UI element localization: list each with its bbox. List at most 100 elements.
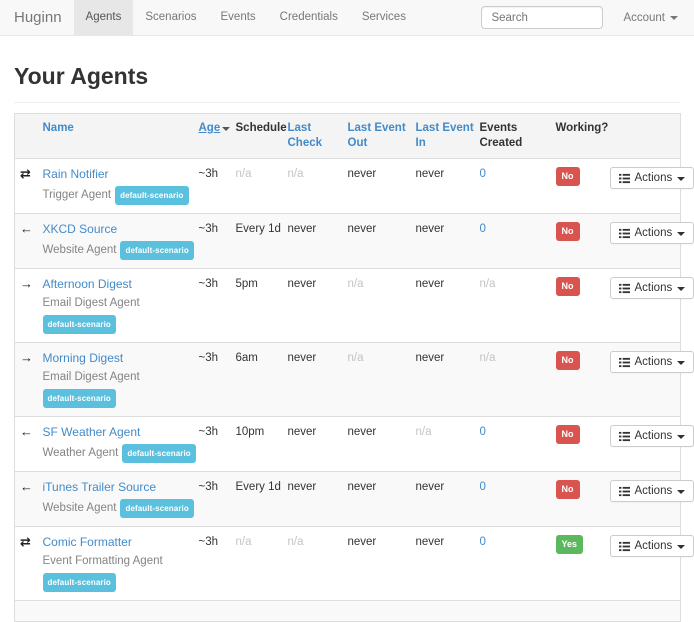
actions-button[interactable]: Actions [610, 425, 694, 447]
agent-name-link[interactable]: SF Weather Agent [43, 425, 141, 439]
last-event-out-cell: n/a [346, 343, 414, 417]
actions-label: Actions [635, 430, 673, 442]
working-badge: No [556, 222, 580, 241]
column-header-name[interactable]: Name [41, 114, 197, 159]
scenario-badge[interactable]: default-scenario [115, 186, 188, 205]
working-badge: Yes [556, 535, 584, 554]
last-event-in-cell: never [414, 159, 478, 214]
actions-button[interactable]: Actions [610, 480, 694, 502]
brand-huginn[interactable]: Huginn [14, 0, 62, 35]
working-badge: No [556, 167, 580, 186]
agent-type-label: Weather Agent [43, 446, 119, 461]
last-event-in-cell: never [414, 472, 478, 527]
chevron-down-icon [677, 232, 685, 236]
chevron-down-icon [677, 177, 685, 181]
sort-desc-icon [222, 127, 230, 131]
actions-label: Actions [635, 172, 673, 184]
column-header-direction [15, 114, 41, 159]
agent-name-cell: Comic Formatter Event Formatting Agent def… [41, 527, 197, 601]
actions-button[interactable]: Actions [610, 535, 694, 557]
last-check-cell: never [286, 269, 346, 343]
column-header-last-check[interactable]: Last Check [286, 114, 346, 159]
working-cell: No [554, 214, 608, 269]
working-badge: No [556, 425, 580, 444]
events-created-cell-link[interactable]: 0 [480, 426, 486, 438]
working-cell: No [554, 472, 608, 527]
last-event-out-cell: never [346, 472, 414, 527]
events-created-cell-link[interactable]: 0 [480, 223, 486, 235]
schedule-cell: Every 1d [234, 214, 286, 269]
agent-name-link[interactable]: XKCD Source [43, 222, 118, 236]
list-icon [619, 173, 630, 184]
scenario-badge[interactable]: default-scenario [122, 444, 195, 463]
last-event-in-cell: never [414, 527, 478, 601]
working-badge: No [556, 351, 580, 370]
working-cell: No [554, 269, 608, 343]
working-cell: No [554, 343, 608, 417]
actions-button[interactable]: Actions [610, 277, 694, 299]
chevron-down-icon [677, 361, 685, 365]
nav-item-scenarios[interactable]: Scenarios [133, 0, 208, 35]
last-check-cell: n/a [286, 527, 346, 601]
last-event-in-cell: never [414, 269, 478, 343]
nav-item-services[interactable]: Services [350, 0, 418, 35]
column-header-age[interactable]: Age [197, 114, 234, 159]
actions-button[interactable]: Actions [610, 351, 694, 373]
actions-label: Actions [635, 485, 673, 497]
age-cell: ~3h [197, 343, 234, 417]
events-created-cell-link[interactable]: 0 [480, 536, 486, 548]
agent-name-link[interactable]: Afternoon Digest [43, 277, 132, 291]
arrow-left-icon: ← [20, 221, 33, 236]
column-header-last-event-in[interactable]: Last Event In [414, 114, 478, 159]
list-icon [619, 228, 630, 239]
last-event-in-cell: never [414, 214, 478, 269]
agent-name-link[interactable]: Comic Formatter [43, 535, 132, 549]
nav-item-credentials[interactable]: Credentials [268, 0, 350, 35]
events-created-cell-link[interactable]: 0 [480, 168, 486, 180]
chevron-down-icon [677, 287, 685, 291]
account-menu[interactable]: Account [623, 12, 678, 24]
actions-button[interactable]: Actions [610, 222, 694, 244]
scenario-badge[interactable]: default-scenario [43, 573, 116, 592]
agent-type-label: Trigger Agent [43, 188, 112, 203]
search-input[interactable] [481, 6, 603, 29]
agent-name-link[interactable]: iTunes Trailer Source [43, 480, 157, 494]
age-cell: ~3h [197, 214, 234, 269]
scenario-badge[interactable]: default-scenario [43, 315, 116, 334]
last-check-cell: never [286, 214, 346, 269]
agent-type-label: Event Formatting Agent [43, 554, 163, 569]
nav-item-events[interactable]: Events [209, 0, 268, 35]
nav-item-agents[interactable]: Agents [74, 0, 134, 35]
scenario-badge[interactable]: default-scenario [43, 389, 116, 408]
transfer-icon: ⇄ [20, 166, 31, 181]
agent-name-link[interactable]: Morning Digest [43, 351, 124, 365]
navbar-right: Account [481, 0, 694, 35]
chevron-down-icon [677, 490, 685, 494]
events-created-cell-link[interactable]: 0 [480, 481, 486, 493]
column-header-last-event-out[interactable]: Last Event Out [346, 114, 414, 159]
scenario-badge[interactable]: default-scenario [120, 241, 193, 260]
last-event-out-cell: n/a [346, 269, 414, 343]
age-cell: ~3h [197, 417, 234, 472]
schedule-cell: n/a [234, 527, 286, 601]
chevron-down-icon [670, 16, 678, 20]
agent-type-label: Website Agent [43, 243, 117, 258]
account-label: Account [623, 12, 665, 24]
agent-type-label: Website Agent [43, 501, 117, 516]
last-check-cell: never [286, 417, 346, 472]
actions-cell: Actions [608, 214, 681, 269]
list-icon [619, 541, 630, 552]
agent-name-link[interactable]: Rain Notifier [43, 167, 109, 181]
actions-button[interactable]: Actions [610, 167, 694, 189]
actions-cell: Actions [608, 343, 681, 417]
